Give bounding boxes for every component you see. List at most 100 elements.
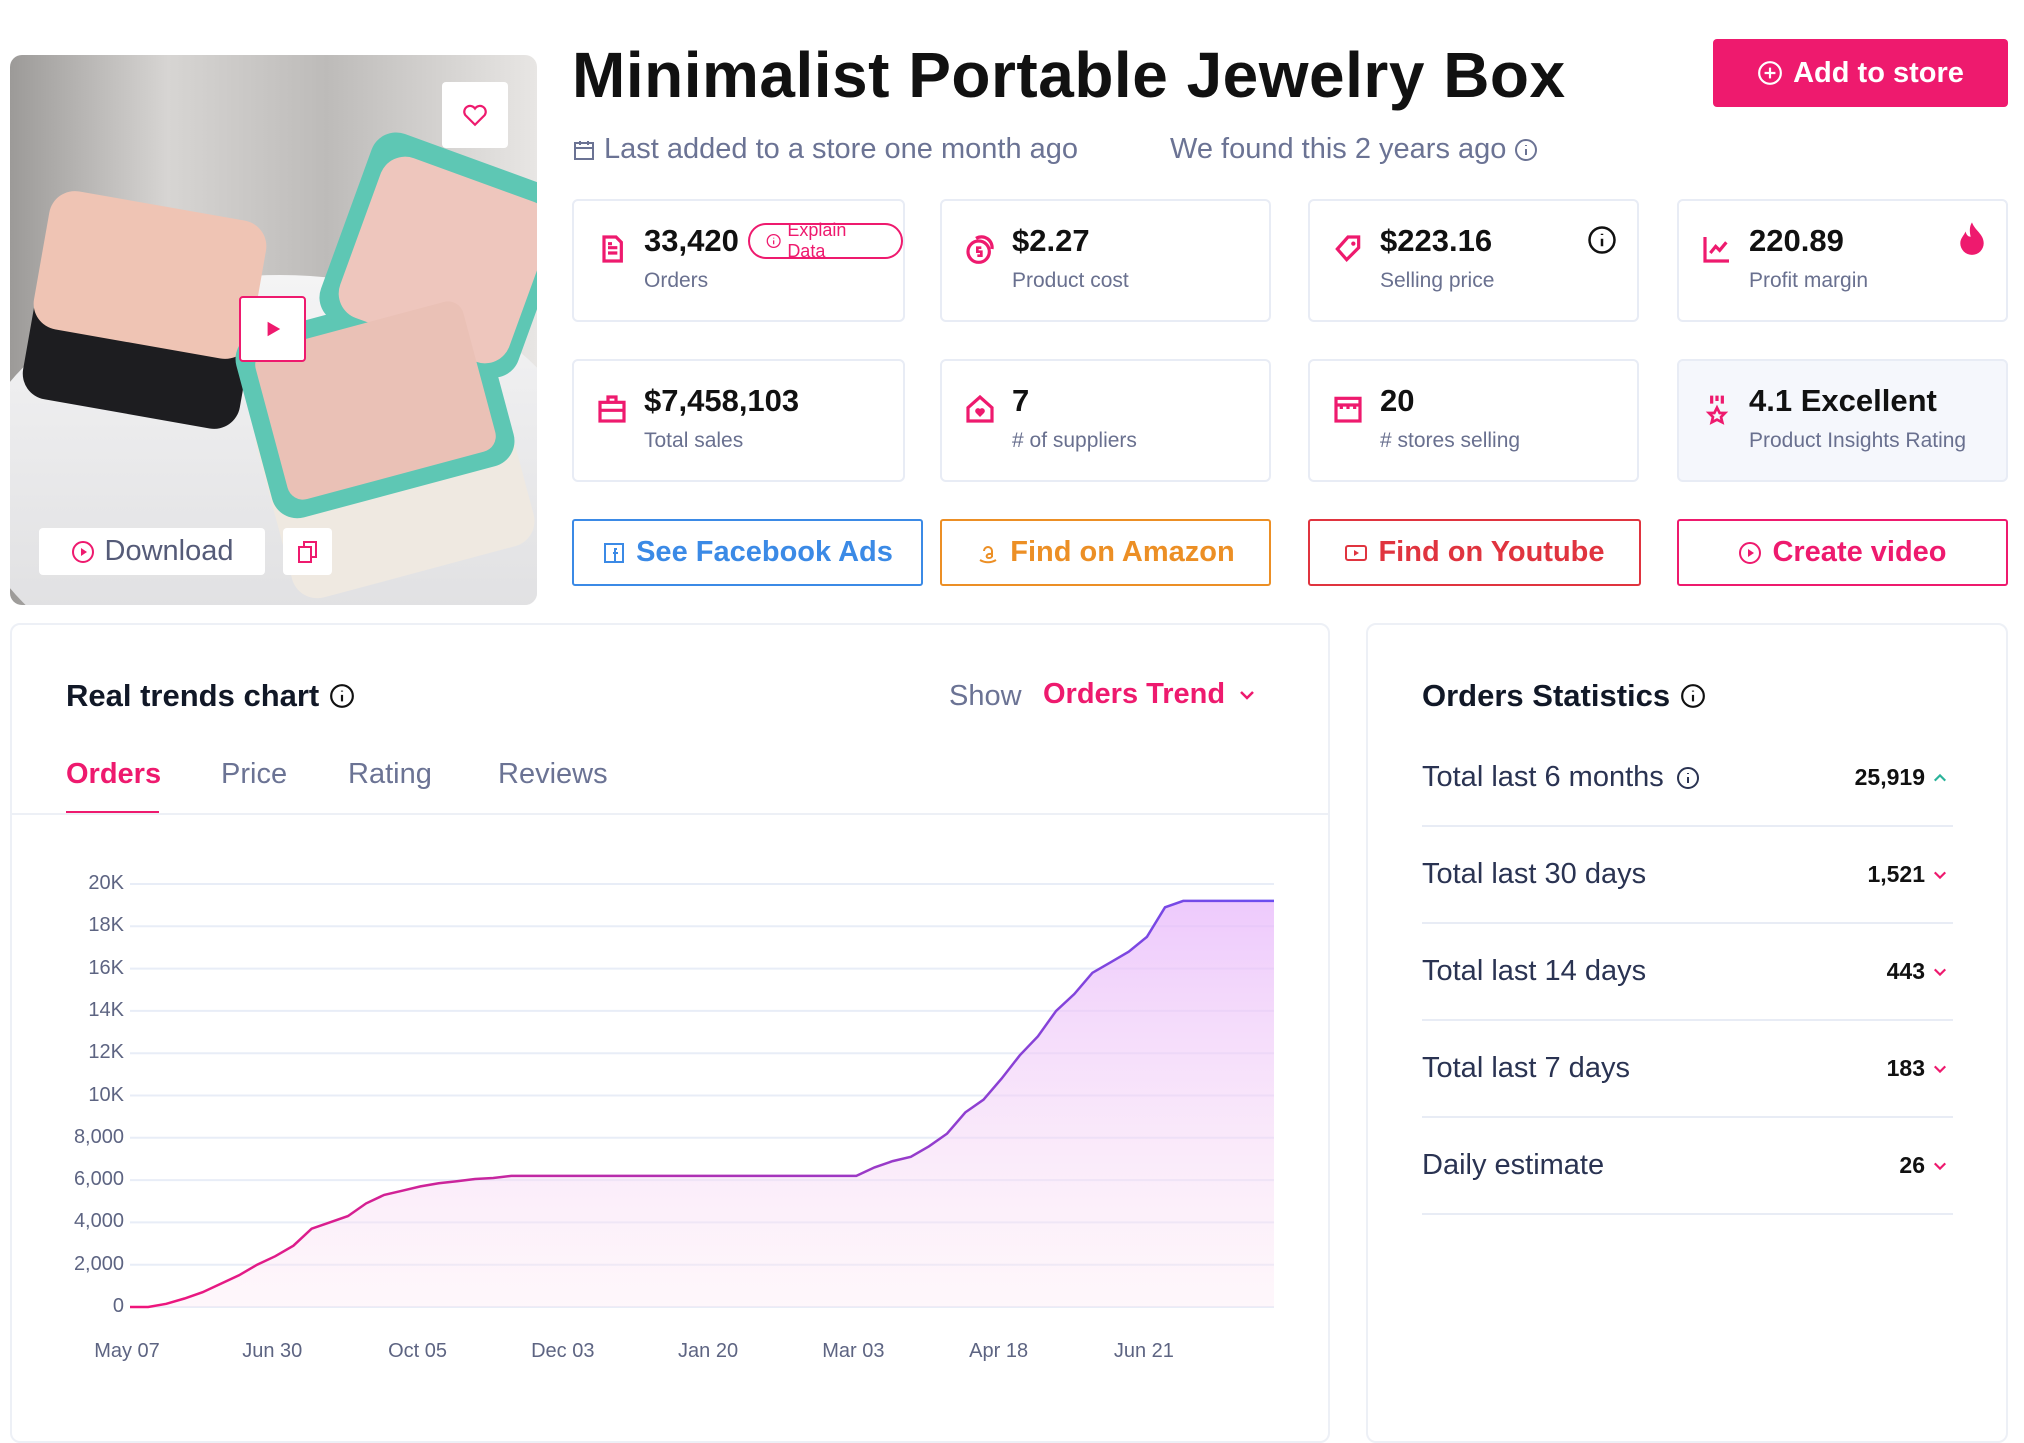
x-tick-label: Mar 03 <box>822 1340 885 1362</box>
link-label: Find on Youtube <box>1378 536 1605 568</box>
orders-stat-row[interactable]: Total last 30 days 1,521 <box>1422 827 1953 924</box>
stat-card--stores-selling: 20 # stores selling <box>1308 359 1639 482</box>
stat-label: Product Insights Rating <box>1749 429 1967 452</box>
y-tick-label: 14K <box>88 998 124 1021</box>
explain-data-label: Explain Data <box>787 220 847 261</box>
receipt-icon <box>602 235 623 263</box>
house-heart-icon <box>966 394 994 423</box>
orders-statistics-panel <box>1366 623 2008 1443</box>
copy-icon <box>297 540 317 563</box>
tab-orders[interactable]: Orders <box>66 758 162 790</box>
trends-title-text: Real trends chart <box>66 678 320 713</box>
orders-stat-row[interactable]: Total last 6 months 25,919 <box>1422 730 1953 827</box>
stat-value: $223.16 <box>1380 223 1493 258</box>
stat-label: # of suppliers <box>1012 429 1137 452</box>
fire-icon <box>1960 222 1984 255</box>
info-icon[interactable] <box>1680 683 1706 709</box>
orders-stat-row[interactable]: Daily estimate 26 <box>1422 1118 1953 1215</box>
stat-value: 20 <box>1380 383 1415 418</box>
stat-value: $2.27 <box>1012 223 1090 258</box>
y-tick-label: 2,000 <box>73 1252 124 1275</box>
info-icon[interactable] <box>329 683 355 709</box>
tab-price[interactable]: Price <box>221 758 288 790</box>
trend-dropdown-value: Orders Trend <box>1043 678 1226 710</box>
x-tick-label: Dec 03 <box>531 1340 595 1362</box>
show-label: Show <box>949 680 1022 712</box>
stat-row-value: 26 <box>1899 1152 1925 1178</box>
stat-card-orders: 33,420 Orders Explain Data <box>572 199 905 322</box>
link-label: Create video <box>1772 536 1947 568</box>
play-circle-icon <box>71 540 94 563</box>
copy-button[interactable] <box>283 528 332 575</box>
download-label: Download <box>104 535 234 567</box>
tab-rating[interactable]: Rating <box>348 758 432 790</box>
stat-row-value: 183 <box>1886 1055 1925 1081</box>
chevron-up-icon[interactable] <box>1933 773 1947 783</box>
stat-row-label: Total last 30 days <box>1422 858 1647 890</box>
x-tick-label: May 07 <box>94 1340 160 1362</box>
orders-stat-row[interactable]: Total last 7 days 183 <box>1422 1021 1953 1118</box>
find-on-youtube-button[interactable]: Find on Youtube <box>1308 519 1641 586</box>
link-label: Find on Amazon <box>1010 536 1235 568</box>
y-tick-label: 12K <box>88 1041 124 1064</box>
stat-value: 4.1 Excellent <box>1749 383 1937 418</box>
stat-label: # stores selling <box>1380 429 1521 452</box>
chevron-down-icon[interactable] <box>1933 967 1947 977</box>
stat-row-value: 25,919 <box>1854 764 1925 790</box>
explain-data-button[interactable]: Explain Data <box>748 220 903 261</box>
y-tick-label: 10K <box>88 1083 124 1106</box>
stat-value: 33,420 <box>644 223 739 258</box>
info-icon <box>766 233 781 249</box>
coins-icon <box>966 235 994 264</box>
product-title: Minimalist Portable Jewelry Box <box>572 39 1566 111</box>
calendar-icon <box>574 140 594 160</box>
chevron-down-icon[interactable] <box>1933 1064 1947 1074</box>
x-tick-label: Jun 30 <box>242 1340 303 1362</box>
info-icon[interactable] <box>1514 138 1538 162</box>
heart-icon <box>463 104 487 127</box>
stat-card-profit-margin: 220.89 Profit margin <box>1677 199 2008 322</box>
create-video-button[interactable]: Create video <box>1677 519 2008 586</box>
found-text: We found this 2 years ago <box>1170 133 1507 165</box>
download-button[interactable]: Download <box>39 528 265 575</box>
add-to-store-button[interactable]: Add to store <box>1713 39 2008 107</box>
link-label: See Facebook Ads <box>636 536 893 568</box>
found-info: We found this 2 years ago <box>1170 133 1538 166</box>
orders-trend-line <box>130 899 1274 1309</box>
info-icon[interactable] <box>1676 766 1700 790</box>
see-facebook-ads-button[interactable]: See Facebook Ads <box>572 519 923 586</box>
x-tick-label: Jun 21 <box>1113 1340 1174 1362</box>
stat-value: 7 <box>1012 383 1030 418</box>
last-added-info: Last added to a store one month ago <box>572 133 1078 166</box>
y-tick-label: 0 <box>112 1295 124 1317</box>
y-tick-label: 16K <box>88 956 124 979</box>
stat-card-product-cost: $2.27 Product cost <box>940 199 1271 322</box>
stat-card-total-sales: $7,458,103 Total sales <box>572 359 905 482</box>
favorite-button[interactable] <box>442 82 508 148</box>
stat-value: 220.89 <box>1749 223 1844 258</box>
stat-row-label: Total last 14 days <box>1422 955 1647 987</box>
trend-dropdown[interactable]: Orders Trend <box>1043 678 1255 711</box>
stat-row-label: Daily estimate <box>1422 1149 1605 1181</box>
orders-stat-row[interactable]: Total last 14 days 443 <box>1422 924 1953 1021</box>
play-video-button[interactable] <box>239 296 306 362</box>
orders-statistics-title-text: Orders Statistics <box>1422 678 1671 713</box>
stat-label: Total sales <box>644 429 744 452</box>
chevron-down-icon <box>1240 690 1255 700</box>
chevron-down-icon[interactable] <box>1933 870 1947 880</box>
facebook-icon <box>604 542 625 563</box>
chart-line-icon <box>1703 237 1729 263</box>
stat-row-value: 443 <box>1886 958 1925 984</box>
orders-area-fill <box>130 900 1274 1307</box>
chevron-down-icon[interactable] <box>1933 1161 1947 1171</box>
x-tick-label: Oct 05 <box>388 1340 447 1362</box>
stat-row-label: Total last 7 days <box>1422 1052 1630 1084</box>
find-on-amazon-button[interactable]: Find on Amazon <box>940 519 1271 586</box>
orders-trend-chart <box>130 883 1274 1309</box>
tab-reviews[interactable]: Reviews <box>498 758 608 790</box>
trends-title: Real trends chart <box>66 678 355 714</box>
last-added-text: Last added to a store one month ago <box>604 133 1079 165</box>
info-icon[interactable] <box>1587 225 1617 255</box>
active-tab-underline <box>66 811 159 814</box>
stat-card-selling-price: $223.16 Selling price <box>1308 199 1639 322</box>
